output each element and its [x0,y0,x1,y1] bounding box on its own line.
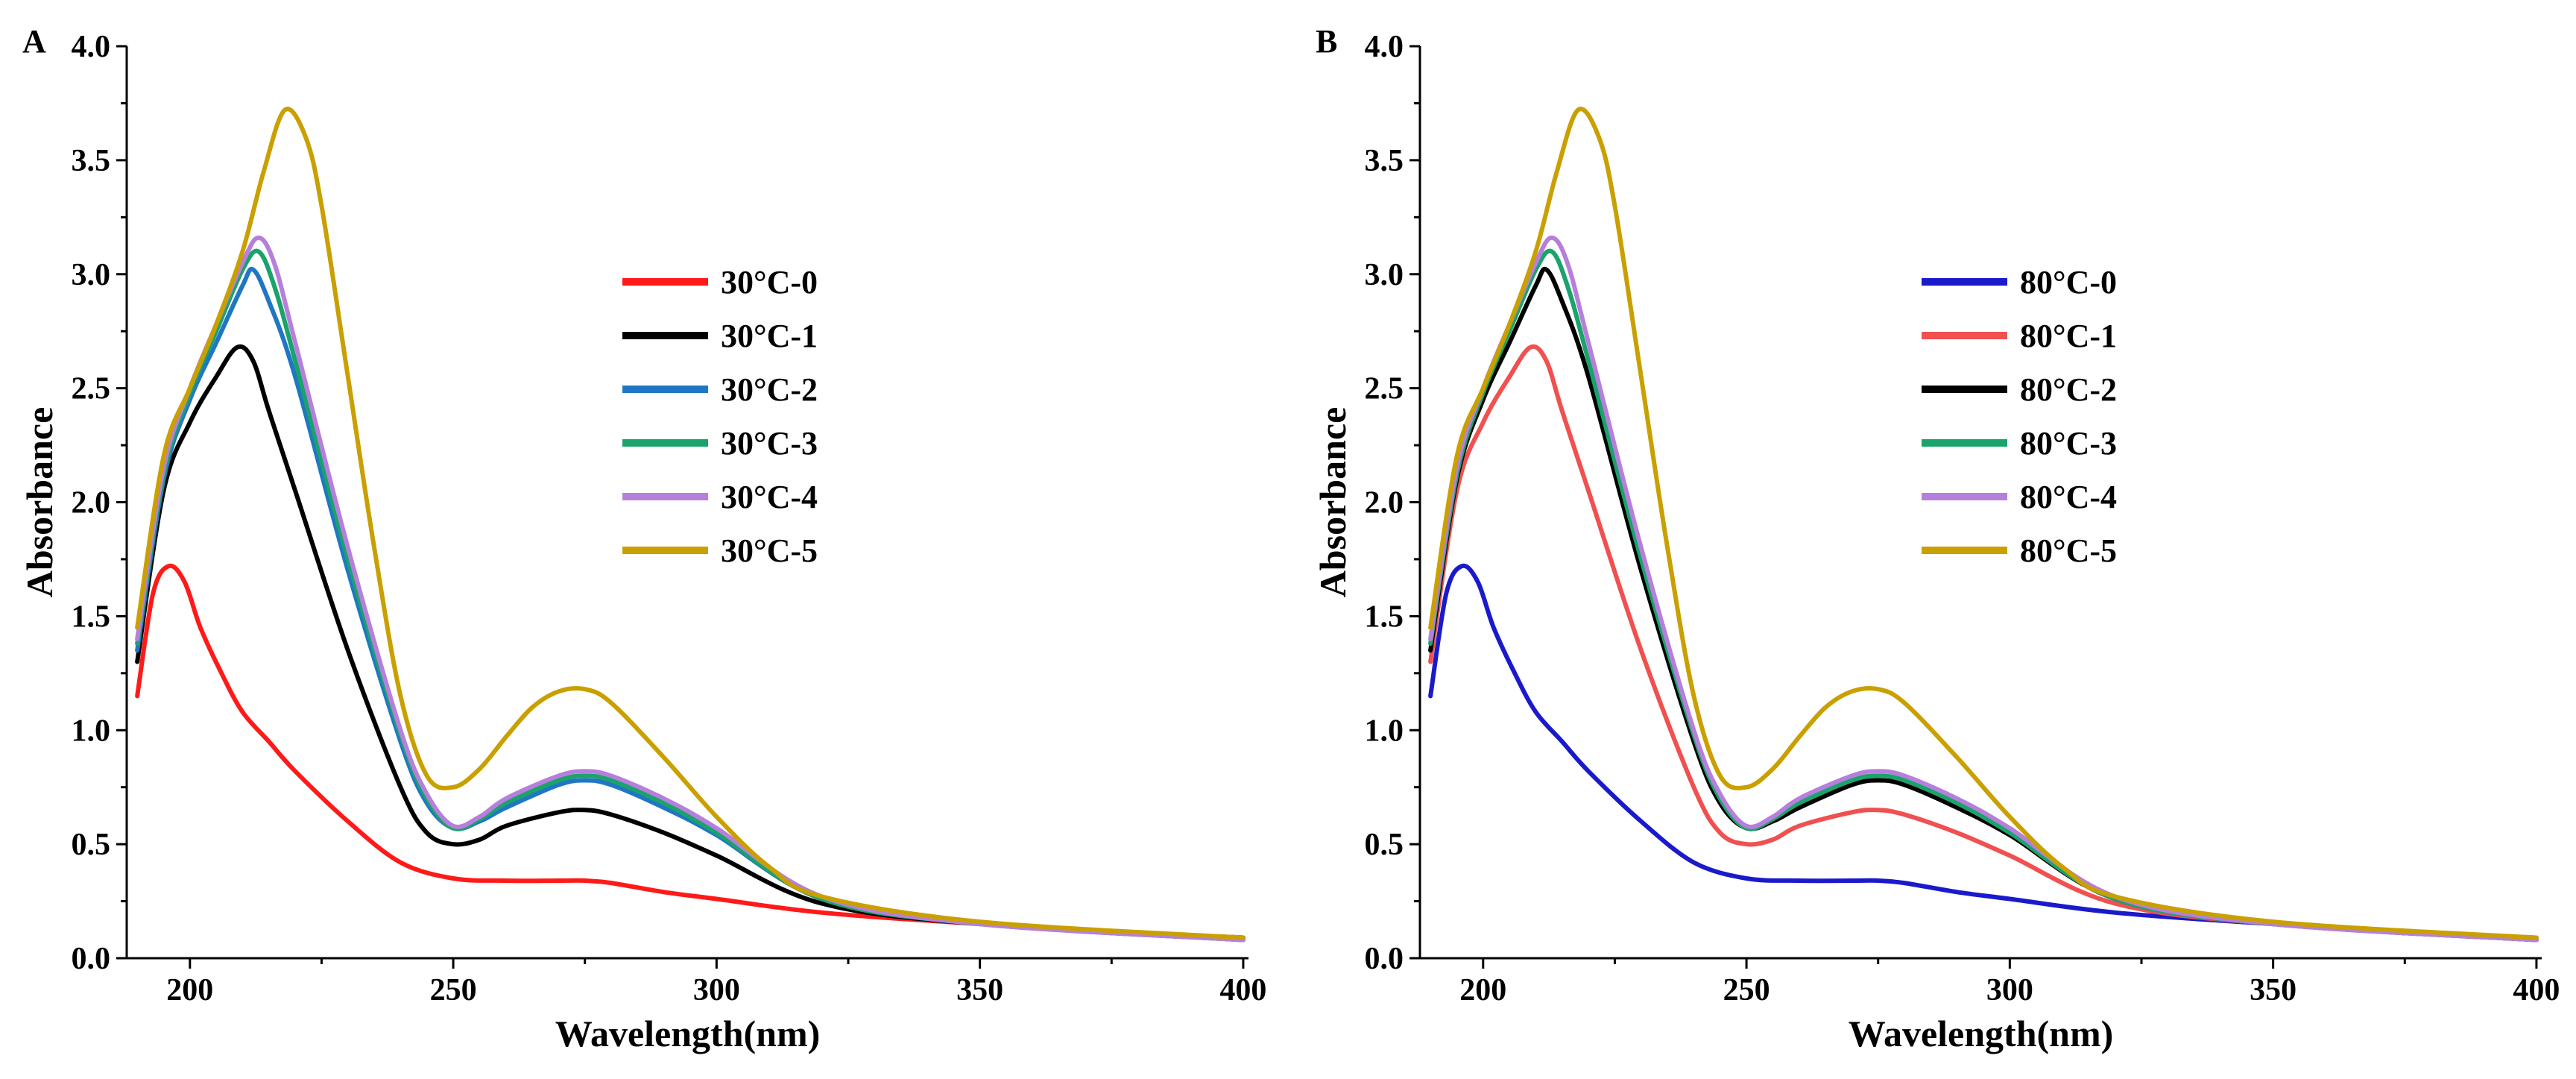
y-tick-label: 3.5 [72,144,111,178]
legend-label: 30°C-1 [721,318,818,354]
x-tick-label: 200 [1459,973,1506,1007]
y-tick-label: 0.5 [1365,828,1404,862]
series-line-4 [1428,235,2539,943]
y-tick-label: 2.5 [72,372,111,406]
series-line-3 [135,248,1246,943]
legend-label: 80°C-4 [2020,479,2117,515]
y-tick-label: 3.0 [72,258,111,292]
y-tick-label: 1.5 [72,600,111,634]
y-tick-label: 1.0 [1365,714,1404,748]
x-tick-label: 400 [1219,973,1266,1007]
legend-label: 30°C-4 [721,479,818,515]
series-line-3 [1428,248,2539,943]
x-axis-title: Wavelength(nm) [1849,1013,2114,1054]
x-tick-label: 300 [693,973,740,1007]
y-tick-label: 2.0 [72,486,111,520]
series-line-5 [135,107,1246,940]
y-tick-label: 0.5 [72,828,111,862]
x-tick-label: 400 [2513,973,2560,1007]
legend-label: 30°C-5 [721,532,818,569]
x-tick-label: 250 [1723,973,1770,1007]
x-tick-label: 250 [430,973,477,1007]
legend: 30°C-0 30°C-1 30°C-2 30°C-3 30°C-4 30°C-5 [622,264,818,569]
y-tick-label: 0.0 [72,942,111,976]
series-line-4 [135,235,1246,943]
legend: 80°C-0 80°C-1 80°C-2 80°C-3 80°C-4 80°C-5 [1922,264,2117,569]
y-tick-label: 1.0 [72,714,111,748]
y-tick-label: 2.5 [1365,372,1404,406]
x-tick-label: 350 [956,973,1003,1007]
series-line-1 [1428,344,2539,940]
legend-label: 30°C-2 [721,371,818,408]
y-tick-label: 4.0 [72,30,111,64]
chart-panel-a: A 0.0 0.5 1.0 1.5 2.0 2.5 3.0 3.5 4.0 200 250 300 350… [19,23,1266,1054]
y-tick-label: 2.0 [1365,486,1404,520]
legend-label: 80°C-2 [2020,371,2117,408]
y-tick-label: 3.0 [1365,258,1404,292]
panel-label: B [1316,23,1337,60]
y-axis-title: Absorbance [1312,407,1354,598]
legend-label: 80°C-1 [2020,318,2117,354]
y-tick-label: 1.5 [1365,600,1404,634]
y-tick-label: 4.0 [1365,30,1404,64]
x-tick-label: 350 [2250,973,2296,1007]
series-line-5 [1428,107,2539,940]
y-axis-title: Absorbance [19,407,60,598]
y-tick-label: 3.5 [1365,144,1404,178]
legend-label: 30°C-3 [721,425,818,462]
legend-label: 80°C-3 [2020,425,2117,462]
series-line-1 [135,344,1246,940]
y-tick-label: 0.0 [1365,942,1404,976]
series-line-0 [1428,563,2539,943]
x-tick-label: 300 [1986,973,2033,1007]
panel-label: A [22,23,46,60]
x-tick-label: 200 [166,973,213,1007]
legend-label: 80°C-5 [2020,532,2117,569]
x-axis-title: Wavelength(nm) [555,1013,821,1054]
series-line-0 [135,563,1246,943]
legend-label: 80°C-0 [2020,264,2117,301]
legend-label: 30°C-0 [721,264,818,301]
chart-panel-b: B 0.0 0.5 1.0 1.5 2.0 2.5 3.0 3.5 4.0 200 250 300 350… [1312,23,2560,1054]
